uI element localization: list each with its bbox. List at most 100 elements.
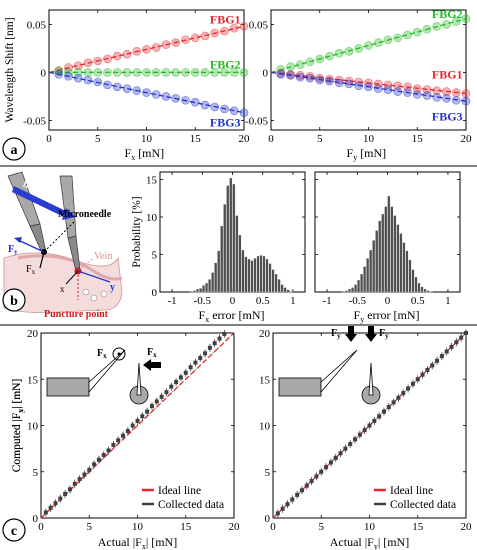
x-axis-title: Actual |Fx| [mN]: [98, 535, 177, 550]
vein-pointer: [77, 257, 95, 271]
data-point-FBG1: [64, 63, 73, 72]
histogram-bar: [390, 206, 394, 293]
force-point-dot: [117, 352, 121, 356]
data-point-FBG3: [93, 77, 103, 87]
x-tick-label: 0: [385, 295, 391, 307]
data-point: [135, 418, 140, 423]
fy-label: Fy: [8, 244, 18, 256]
data-point-FBG1: [383, 80, 393, 90]
histogram-bar: [244, 256, 248, 293]
data-point: [116, 438, 121, 443]
series-fit-line-FBG1: [48, 25, 245, 74]
y-tick-label: 15: [146, 175, 158, 187]
x-axis-title: Fx error [mN]: [199, 308, 265, 324]
data-point: [159, 394, 164, 399]
data-point-FBG3: [354, 81, 364, 91]
x-tick-label: 10: [364, 521, 376, 533]
data-point-FBG2: [412, 27, 422, 37]
histogram-bar: [417, 282, 421, 293]
y-axis-title: Wavelength Shift [nm]: [4, 17, 16, 122]
histogram-bar: [289, 291, 293, 293]
insertion-arrow: [12, 186, 68, 218]
histogram-bar: [217, 250, 221, 293]
data-point-FBG3: [142, 88, 151, 97]
x-tick-label: -0.5: [349, 295, 367, 307]
histogram-bar: [268, 263, 272, 293]
panel-label-c: c: [2, 518, 26, 542]
histogram-bar: [229, 177, 233, 293]
histogram-bar: [384, 206, 388, 293]
x-tick-label: 5: [87, 521, 93, 533]
data-point-FBG2: [383, 35, 393, 45]
histogram-bar: [372, 240, 376, 293]
data-point-FBG2: [325, 51, 334, 61]
data-point-FBG3: [295, 72, 305, 82]
series-fit-line-FBG3: [270, 71, 467, 102]
x-tick-label: 10: [141, 133, 153, 145]
data-point: [145, 409, 150, 414]
histogram-bar: [208, 279, 212, 293]
series-label-FBG1: FBG1: [432, 67, 463, 81]
data-point: [357, 432, 362, 437]
data-point-FBG3: [220, 104, 229, 114]
data-point-FBG2: [93, 68, 103, 77]
x-tick-label: 10: [363, 133, 375, 145]
data-point-FBG3: [315, 75, 325, 85]
y-tick-label: 0: [263, 67, 269, 79]
x-tick-label: 20: [461, 133, 473, 145]
x-tick-label: 5: [317, 133, 323, 145]
data-point: [53, 501, 58, 506]
data-point-FBG2: [151, 68, 161, 77]
data-point: [212, 341, 217, 346]
series-fit-line-FBG2: [270, 18, 467, 74]
data-point-FBG1: [93, 56, 103, 66]
inset-force-label: Fy: [379, 328, 389, 340]
x-tick-label: 0: [270, 521, 276, 533]
x-tick-label: 1: [290, 295, 296, 307]
histogram-bar: [402, 242, 406, 293]
histogram-bar: [366, 258, 370, 293]
data-point-FBG2: [103, 68, 112, 77]
x-axis-title: Actual |Fy| [mN]: [330, 535, 409, 550]
histogram-bar: [256, 255, 260, 293]
x-tick-label: 20: [229, 521, 241, 533]
data-point-FBG2: [461, 14, 471, 23]
histogram-bar: [259, 255, 263, 293]
data-point-FBG3: [64, 71, 73, 81]
data-point: [430, 363, 435, 368]
x-tick-label: 0: [268, 133, 274, 145]
data-point: [169, 384, 174, 389]
data-point-FBG2: [373, 38, 383, 47]
histogram-bar: [375, 230, 379, 293]
data-point-FBG3: [122, 84, 132, 94]
data-point-FBG2: [393, 33, 403, 43]
histogram-bar: [232, 183, 236, 293]
data-point-FBG1: [461, 89, 471, 98]
data-point: [299, 488, 304, 493]
data-point: [174, 380, 179, 385]
data-point: [217, 336, 222, 341]
data-point-FBG2: [403, 30, 412, 40]
data-point-FBG3: [73, 73, 83, 83]
data-point: [43, 510, 48, 515]
data-point-FBG1: [451, 88, 461, 97]
fy-arrow: [17, 239, 45, 253]
data-point: [348, 442, 353, 446]
data-point: [324, 465, 329, 470]
data-point: [353, 437, 358, 442]
ideal-line: [40, 332, 235, 519]
histogram-bar: [196, 288, 200, 293]
x-tick-label: 0.5: [256, 295, 270, 307]
histogram-bar: [277, 279, 281, 293]
x-tick-label: 5: [319, 521, 325, 533]
data-point: [415, 377, 420, 382]
data-point-FBG3: [132, 86, 142, 95]
data-point-FBG1: [112, 51, 122, 61]
legend-label-ideal: Ideal line: [390, 485, 433, 497]
data-point: [111, 442, 116, 447]
data-point-FBG2: [442, 20, 451, 29]
y-tick-label: 5: [265, 467, 271, 479]
histogram-bar: [405, 250, 409, 293]
histogram-bar: [429, 291, 433, 293]
data-point-FBG1: [132, 46, 142, 56]
